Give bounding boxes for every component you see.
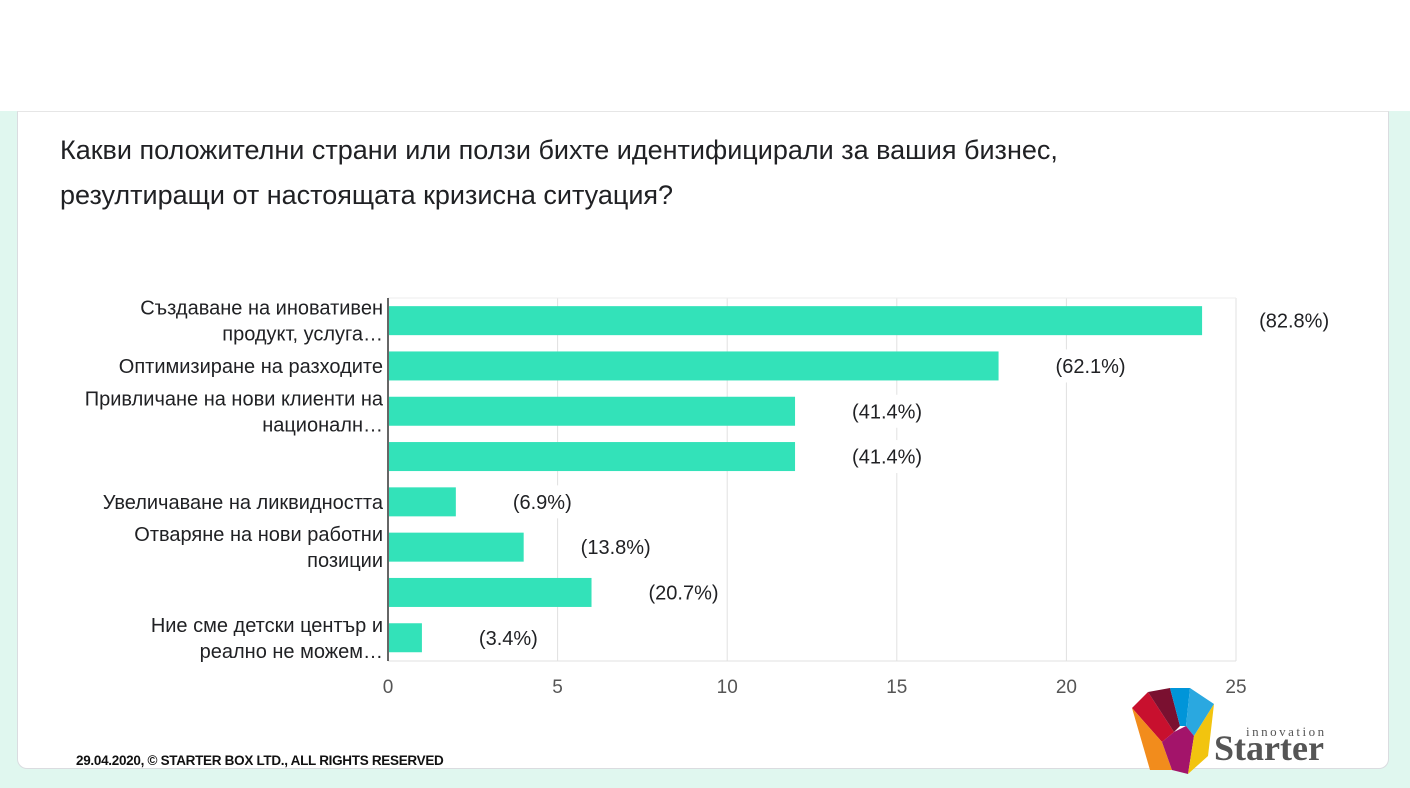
category-label: Привличане на нови клиенти на — [85, 388, 384, 410]
bar-value-label: (62.1%) — [1056, 356, 1126, 378]
value-label-backdrop — [835, 440, 931, 474]
bar — [389, 351, 999, 381]
question-title: Какви положителни страни или ползи бихте… — [60, 128, 1210, 218]
starter-logo: innovation Starter — [1132, 688, 1327, 774]
bar-value-label: (13.8%) — [581, 537, 651, 559]
category-label: позиции — [307, 550, 383, 572]
x-tick-label: 20 — [1056, 677, 1077, 698]
question-line-1: Какви положителни страни или ползи бихте… — [60, 135, 1058, 165]
bar — [389, 577, 592, 607]
x-tick-label: 10 — [717, 677, 738, 698]
bar — [389, 487, 456, 517]
category-label: Създаване на иновативен — [140, 298, 383, 320]
value-label-backdrop — [1242, 304, 1338, 338]
bar-value-label: (3.4%) — [479, 628, 538, 650]
footer-copyright: 29.04.2020, © STARTER BOX LTD., ALL RIGH… — [76, 753, 444, 768]
category-label: Отваряне на нови работни — [134, 524, 383, 546]
category-label: националн… — [262, 414, 383, 436]
logo-tagline: innovation — [1246, 724, 1327, 739]
x-tick-label: 25 — [1225, 677, 1246, 698]
value-label-backdrop — [835, 394, 931, 428]
bar-value-label: (6.9%) — [513, 492, 572, 514]
logo-emblem-icon — [1132, 688, 1214, 774]
value-label-backdrop — [461, 621, 546, 655]
x-axis-ticks: 0 5 10 15 20 25 — [383, 677, 1247, 698]
bar — [389, 623, 422, 653]
slide-card — [17, 111, 1389, 769]
category-labels: Създаване на иновативен продукт, услуга… О… — [85, 298, 384, 663]
bars — [389, 306, 1203, 653]
bar — [389, 396, 796, 426]
bar-value-label: (41.4%) — [852, 401, 922, 423]
category-label: реално не можем… — [200, 641, 383, 663]
value-label-backdrop — [495, 485, 580, 519]
bar-value-label: (82.8%) — [1259, 311, 1329, 333]
x-tick-label: 5 — [552, 677, 563, 698]
category-label: Оптимизиране на разходите — [119, 356, 383, 378]
bar-value-label: (20.7%) — [649, 582, 719, 604]
category-label: Ние сме детски център и — [151, 615, 383, 637]
bar — [389, 532, 524, 562]
question-line-2: резултиращи от настоящата кризисна ситуа… — [60, 180, 674, 210]
bar — [389, 442, 796, 472]
value-label-backdrop — [1038, 349, 1134, 383]
value-label-backdrop — [631, 575, 727, 609]
bar — [389, 306, 1203, 336]
logo-wordmark: Starter — [1214, 728, 1324, 768]
bar-value-label: (41.4%) — [852, 447, 922, 469]
category-label: продукт, услуга… — [222, 324, 383, 346]
x-tick-label: 0 — [383, 677, 394, 698]
category-label: Увеличаване на ликвидността — [103, 492, 384, 514]
value-label-backdrop — [563, 530, 659, 564]
x-tick-label: 15 — [886, 677, 907, 698]
value-labels: (82.8%) (62.1%) (41.4%) (41.4%) (6.9%) (13.8%… — [461, 304, 1338, 655]
